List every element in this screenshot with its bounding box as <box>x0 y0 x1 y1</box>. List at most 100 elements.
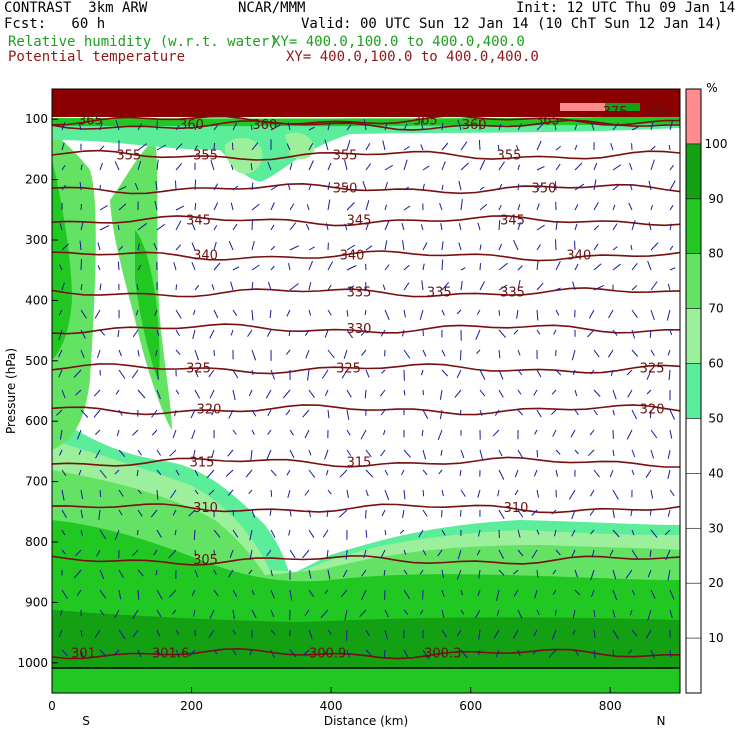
wind-vector <box>132 429 139 436</box>
wind-vector <box>574 162 583 171</box>
wind-vector <box>384 309 390 320</box>
wind-vector <box>289 549 296 559</box>
wind-vector <box>251 142 259 151</box>
theta-label: 301.6 <box>152 647 189 662</box>
wind-vector <box>441 349 446 357</box>
wind-vector <box>610 369 614 377</box>
wind-vector <box>534 429 538 435</box>
wind-vector <box>631 629 638 637</box>
wind-vector <box>153 242 158 251</box>
wind-vector <box>649 329 652 338</box>
wind-vector <box>78 469 82 476</box>
wind-vector <box>669 589 675 600</box>
wind-vector <box>99 609 105 616</box>
wind-vector <box>346 244 356 251</box>
wind-vector <box>476 349 481 354</box>
wind-vector <box>327 489 332 495</box>
wind-vector <box>154 309 158 316</box>
wind-vector <box>287 122 291 131</box>
wind-vector <box>118 589 122 600</box>
wind-vector <box>118 369 126 379</box>
wind-vector <box>308 309 312 316</box>
wind-vector <box>118 569 124 578</box>
wind-vector <box>169 489 177 499</box>
wind-vector <box>403 123 408 131</box>
wind-vector <box>420 224 424 231</box>
wind-vector <box>131 369 139 379</box>
wind-vector <box>79 240 82 251</box>
wind-vector <box>574 649 579 656</box>
wind-vector <box>384 529 387 536</box>
wind-vector <box>533 389 538 396</box>
wind-vector <box>612 509 615 519</box>
wind-vector <box>570 429 576 438</box>
wind-vector <box>230 164 234 171</box>
wind-vector <box>668 145 671 151</box>
colorbar-swatch <box>686 143 701 199</box>
wind-vector <box>479 409 483 416</box>
wind-vector <box>422 349 427 357</box>
wind-vector <box>286 469 291 476</box>
wind-vector <box>631 262 638 271</box>
wind-vector <box>571 529 576 537</box>
wind-vector <box>380 549 386 559</box>
wind-vector <box>269 509 272 516</box>
wind-vector <box>194 469 199 477</box>
wind-vector <box>627 389 633 398</box>
wind-vector <box>650 449 655 459</box>
x-tick-label: 400 <box>320 699 343 713</box>
wind-vector <box>403 186 410 191</box>
x-axis: 0 200 400 600 800 <box>48 687 622 713</box>
wind-vector <box>380 369 386 374</box>
wind-vector <box>251 203 260 211</box>
theta-label: 335 <box>500 286 525 301</box>
wind-vector <box>403 389 406 396</box>
wind-vector <box>421 280 424 291</box>
wind-vector <box>95 449 101 459</box>
wind-vector <box>454 389 462 398</box>
wind-vector <box>365 449 372 458</box>
wind-vector <box>305 223 310 231</box>
wind-vector <box>650 429 658 439</box>
wind-vector <box>589 429 595 436</box>
wind-vector <box>668 369 671 381</box>
wind-vector <box>59 223 63 231</box>
wind-vector <box>346 649 350 658</box>
wind-vector <box>438 469 443 475</box>
wind-vector <box>593 201 599 211</box>
wind-vector <box>232 529 239 538</box>
wind-vector <box>439 203 443 211</box>
wind-vector <box>193 609 196 617</box>
wind-vector <box>574 144 578 151</box>
rh-upper-band <box>52 118 680 182</box>
wind-vector <box>403 449 412 458</box>
wind-vector <box>513 569 519 575</box>
wind-vector <box>669 245 674 251</box>
wind-vector <box>61 509 67 519</box>
wind-vector <box>552 629 557 640</box>
wind-vector <box>326 509 329 517</box>
wind-vector <box>460 162 470 171</box>
wind-vector <box>150 509 158 518</box>
wind-vector <box>156 144 167 151</box>
wind-vector <box>555 220 558 231</box>
colorbar-tick-label: 50 <box>708 411 723 425</box>
wind-vector <box>593 349 600 358</box>
wind-vector <box>384 609 389 618</box>
wind-vector <box>441 569 444 579</box>
wind-vector <box>94 629 101 639</box>
wind-vector <box>338 509 348 518</box>
wind-vector <box>572 281 576 291</box>
wind-vector <box>383 649 386 658</box>
wind-vector <box>650 309 655 321</box>
wind-vector <box>288 329 291 337</box>
wind-vector <box>441 309 445 316</box>
wind-vector <box>230 202 234 211</box>
wind-vector <box>251 589 255 596</box>
wind-vector <box>61 389 66 399</box>
wind-vector <box>174 409 177 417</box>
wind-vector <box>460 649 468 659</box>
wind-vector <box>322 529 329 538</box>
wind-vector <box>536 183 543 191</box>
wind-vector <box>208 629 215 638</box>
